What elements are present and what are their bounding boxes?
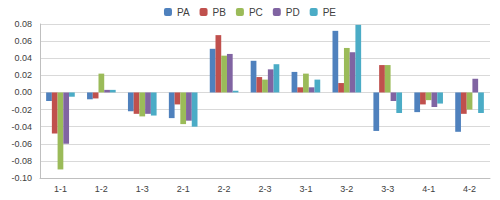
svg-text:-0.04: -0.04: [11, 122, 32, 132]
svg-text:PD: PD: [286, 7, 300, 18]
svg-text:-0.08: -0.08: [11, 156, 32, 166]
svg-text:2-2: 2-2: [218, 184, 231, 194]
svg-text:3-2: 3-2: [340, 184, 353, 194]
svg-text:3-3: 3-3: [381, 184, 394, 194]
svg-text:2-3: 2-3: [258, 184, 271, 194]
svg-text:0.06: 0.06: [14, 36, 32, 46]
svg-text:0.08: 0.08: [14, 19, 32, 29]
svg-text:0.04: 0.04: [14, 53, 32, 63]
svg-text:-0.10: -0.10: [11, 173, 32, 183]
svg-text:-0.02: -0.02: [11, 105, 32, 115]
svg-text:-0.06: -0.06: [11, 139, 32, 149]
svg-text:1-1: 1-1: [54, 184, 67, 194]
svg-text:0.00: 0.00: [14, 87, 32, 97]
svg-text:3-1: 3-1: [299, 184, 312, 194]
svg-text:4-1: 4-1: [422, 184, 435, 194]
svg-text:1-3: 1-3: [136, 184, 149, 194]
svg-text:4-2: 4-2: [463, 184, 476, 194]
svg-text:2-1: 2-1: [177, 184, 190, 194]
svg-text:1-2: 1-2: [95, 184, 108, 194]
svg-text:0.02: 0.02: [14, 70, 32, 80]
svg-text:PC: PC: [249, 7, 263, 18]
svg-text:PA: PA: [177, 7, 190, 18]
svg-text:PB: PB: [213, 7, 227, 18]
svg-text:PE: PE: [323, 7, 337, 18]
